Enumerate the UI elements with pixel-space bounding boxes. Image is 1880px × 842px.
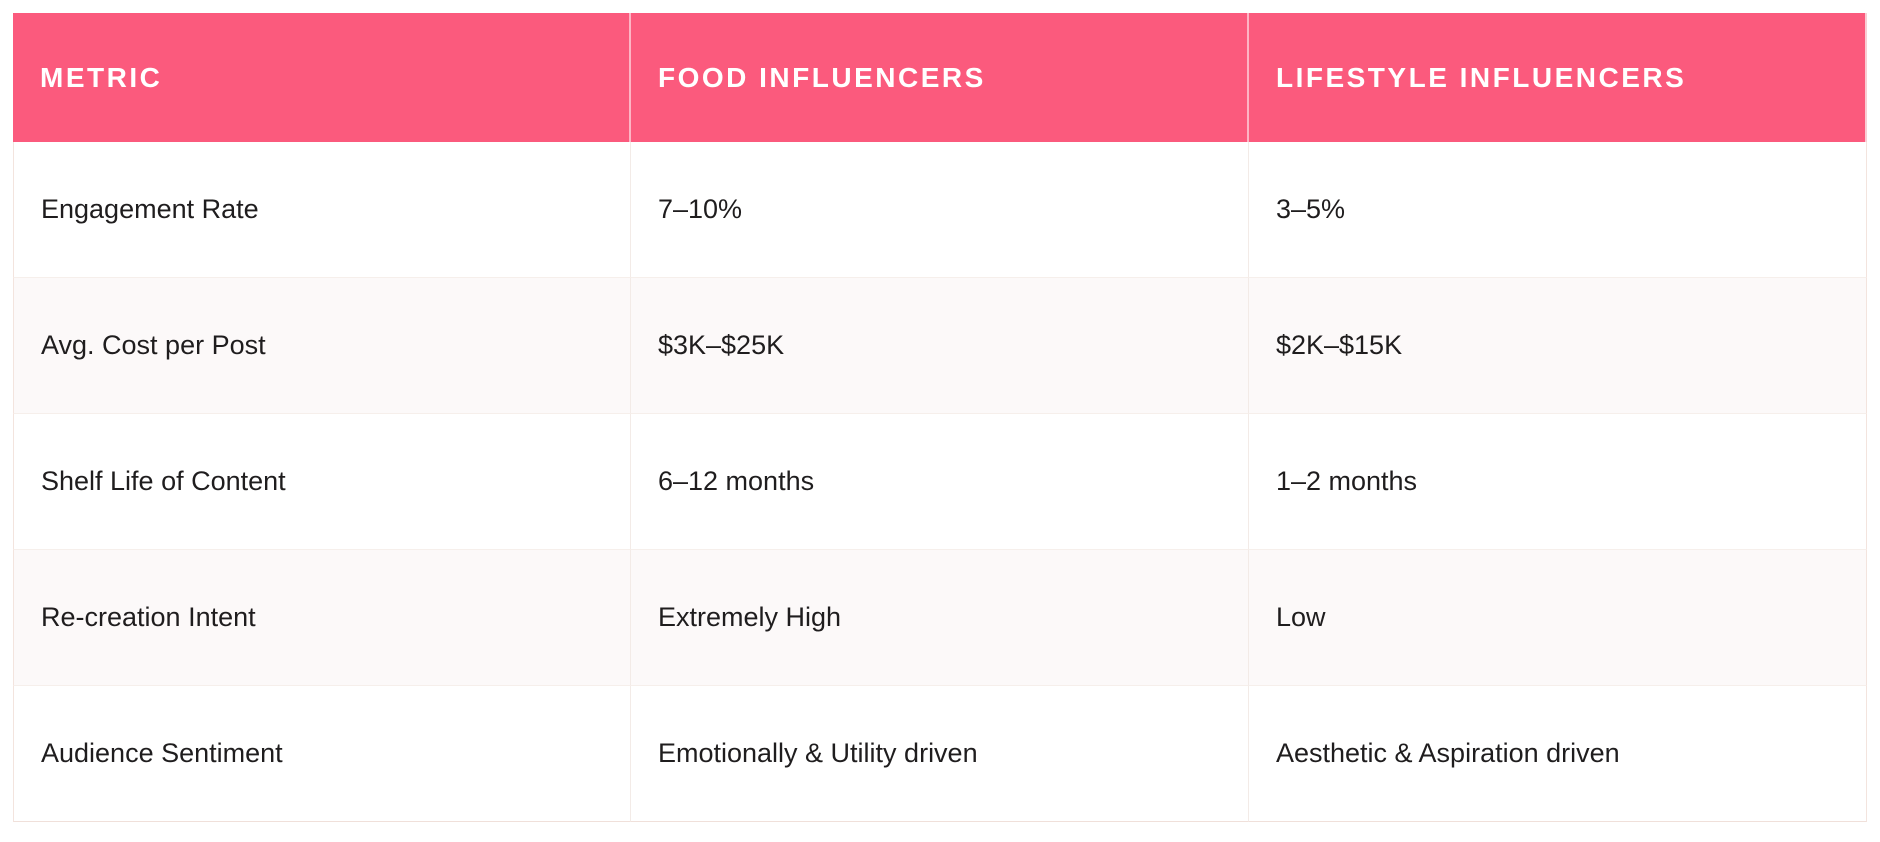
food-value: Emotionally & Utility driven <box>630 686 1249 822</box>
table-row-audience-sentiment: Audience Sentiment Emotionally & Utility… <box>13 686 1867 822</box>
food-value: Extremely High <box>630 550 1249 686</box>
table-row-avg-cost-per-post: Avg. Cost per Post $3K–$25K $2K–$15K <box>13 278 1867 414</box>
column-header-lifestyle-influencers: LIFESTYLE INFLUENCERS <box>1248 13 1867 142</box>
lifestyle-value: 3–5% <box>1248 142 1867 278</box>
table-header: METRIC FOOD INFLUENCERS LIFESTYLE INFLUE… <box>13 13 1867 142</box>
metric-label: Avg. Cost per Post <box>13 278 631 414</box>
food-value: 6–12 months <box>630 414 1249 550</box>
comparison-table-container: METRIC FOOD INFLUENCERS LIFESTYLE INFLUE… <box>13 13 1867 822</box>
lifestyle-value: Aesthetic & Aspiration driven <box>1248 686 1867 822</box>
food-value: 7–10% <box>630 142 1249 278</box>
table-body: Engagement Rate 7–10% 3–5% Avg. Cost per… <box>13 142 1867 822</box>
column-header-food-influencers: FOOD INFLUENCERS <box>630 13 1249 142</box>
metric-label: Audience Sentiment <box>13 686 631 822</box>
metric-label: Engagement Rate <box>13 142 631 278</box>
header-row: METRIC FOOD INFLUENCERS LIFESTYLE INFLUE… <box>13 13 1867 142</box>
metric-label: Shelf Life of Content <box>13 414 631 550</box>
lifestyle-value: $2K–$15K <box>1248 278 1867 414</box>
metric-label: Re-creation Intent <box>13 550 631 686</box>
column-header-metric: METRIC <box>13 13 631 142</box>
food-value: $3K–$25K <box>630 278 1249 414</box>
table-row-engagement-rate: Engagement Rate 7–10% 3–5% <box>13 142 1867 278</box>
table-row-re-creation-intent: Re-creation Intent Extremely High Low <box>13 550 1867 686</box>
influencer-comparison-table: METRIC FOOD INFLUENCERS LIFESTYLE INFLUE… <box>13 13 1867 822</box>
lifestyle-value: Low <box>1248 550 1867 686</box>
lifestyle-value: 1–2 months <box>1248 414 1867 550</box>
table-row-shelf-life-of-content: Shelf Life of Content 6–12 months 1–2 mo… <box>13 414 1867 550</box>
